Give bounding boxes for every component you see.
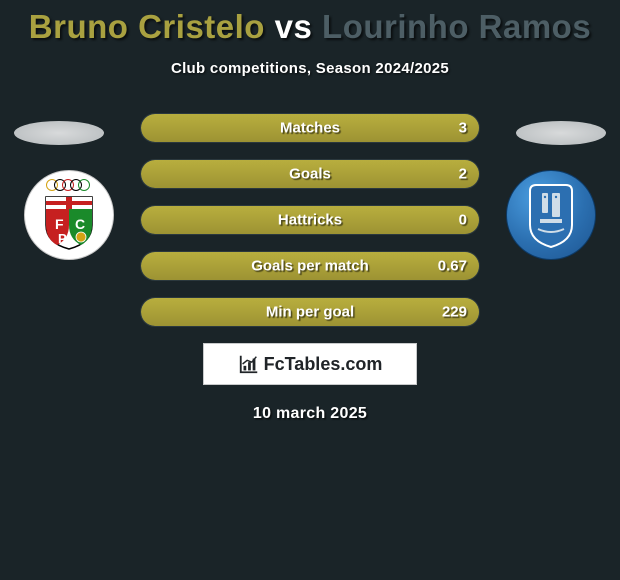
bar-value-right: 0.67 [438, 258, 467, 275]
svg-text:P: P [58, 231, 67, 246]
snapshot-date: 10 march 2025 [0, 405, 620, 423]
bar-label: Goals per match [251, 258, 369, 275]
svg-text:F: F [55, 216, 64, 232]
bar-label: Min per goal [266, 304, 354, 321]
logo-suffix: .com [340, 354, 382, 374]
shield-icon: F P C [44, 195, 94, 251]
competition-subtitle: Club competitions, Season 2024/2025 [0, 60, 620, 77]
player2-club-badge [506, 170, 596, 260]
stat-bar-goals-per-match: Goals per match 0.67 [140, 251, 480, 281]
olympic-rings-icon [46, 179, 92, 193]
stat-bar-goals: Goals 2 [140, 159, 480, 189]
player1-ellipse [14, 121, 104, 145]
bar-value-right: 229 [442, 304, 467, 321]
main-panel: F P C [0, 113, 620, 423]
bar-chart-icon [238, 353, 260, 375]
bar-label: Goals [289, 166, 331, 183]
bar-value-right: 2 [459, 166, 467, 183]
bar-value-right: 0 [459, 212, 467, 229]
stat-bar-hattricks: Hattricks 0 [140, 205, 480, 235]
logo-brand: FcTables [264, 354, 341, 374]
player2-name: Lourinho Ramos [322, 8, 591, 45]
bar-label: Matches [280, 120, 340, 137]
comparison-title: Bruno Cristelo vs Lourinho Ramos [0, 8, 620, 46]
stat-bars: Matches 3 Goals 2 Hattricks 0 [140, 113, 480, 327]
source-logo: FcTables.com [203, 343, 417, 385]
player1-club-badge: F P C [24, 170, 114, 260]
shield-icon [526, 183, 576, 249]
svg-text:C: C [75, 216, 85, 232]
player1-name: Bruno Cristelo [29, 8, 265, 45]
bar-label: Hattricks [278, 212, 342, 229]
vs-separator: vs [275, 8, 313, 45]
stat-bar-min-per-goal: Min per goal 229 [140, 297, 480, 327]
bar-value-right: 3 [459, 120, 467, 137]
logo-text: FcTables.com [264, 354, 383, 375]
stat-bar-matches: Matches 3 [140, 113, 480, 143]
infographic-root: Bruno Cristelo vs Lourinho Ramos Club co… [0, 0, 620, 423]
player2-ellipse [516, 121, 606, 145]
